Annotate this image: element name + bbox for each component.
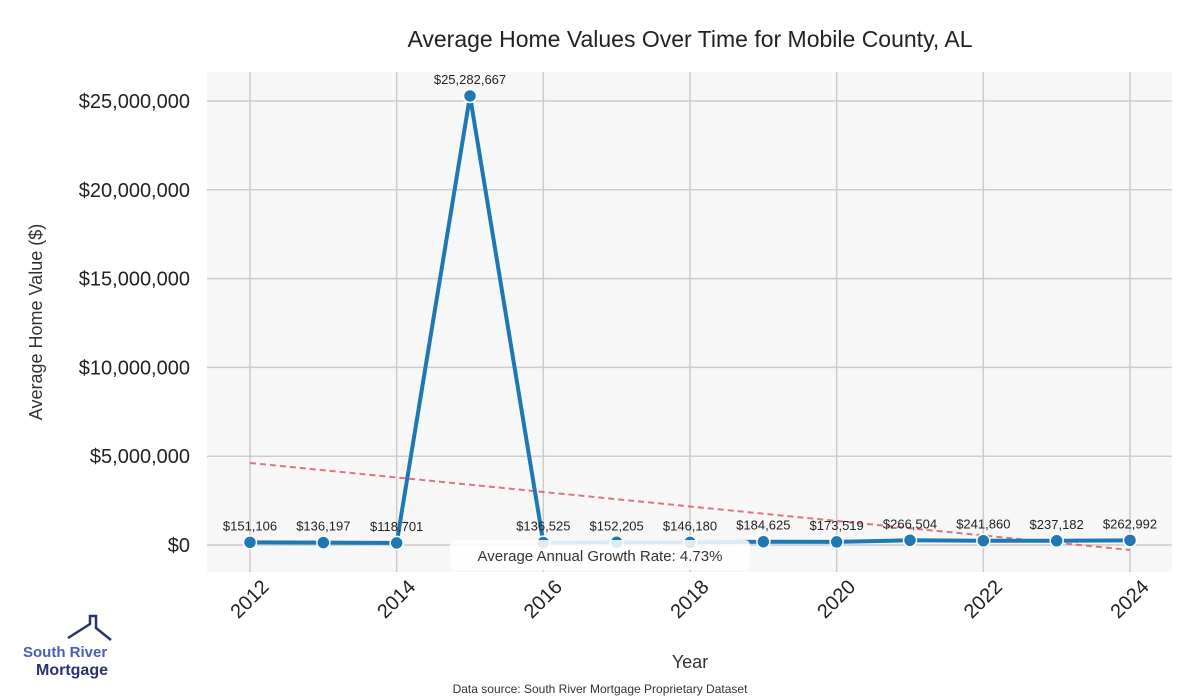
y-tick-label: $20,000,000 [79, 180, 190, 202]
growth-rate-annotation: Average Annual Growth Rate: 4.73% [450, 540, 750, 570]
logo-line2: Mortgage [36, 662, 108, 679]
data-point [1049, 533, 1064, 549]
data-label: $151,106 [223, 518, 277, 533]
x-tick-label: 2016 [520, 576, 567, 623]
data-label: $146,180 [663, 518, 717, 533]
x-tick-label: 2018 [667, 576, 714, 623]
data-label: $173,519 [810, 518, 864, 533]
data-label: $237,182 [1030, 517, 1084, 532]
data-label: $152,205 [590, 518, 644, 533]
data-point [829, 534, 844, 550]
data-label: $136,525 [516, 519, 570, 534]
chart-title: Average Home Values Over Time for Mobile… [407, 26, 972, 52]
data-label: $241,860 [956, 517, 1010, 532]
trend-line [249, 461, 1131, 551]
logo: South River Mortgage [23, 614, 112, 679]
annotation-text: Average Annual Growth Rate: 4.73% [478, 548, 723, 565]
data-label: $262,992 [1103, 516, 1157, 531]
y-axis-label: Average Home Value ($) [26, 224, 46, 420]
logo-line1: South River [23, 644, 107, 661]
y-tick-label: $15,000,000 [79, 269, 190, 291]
y-tick-label: $5,000,000 [90, 446, 190, 468]
data-point [242, 535, 258, 550]
data-point [902, 533, 918, 548]
data-point [976, 533, 991, 548]
data-label: $25,282,667 [434, 72, 506, 87]
data-label: $136,197 [296, 519, 350, 534]
house-icon [67, 614, 112, 641]
x-tick-label: 2014 [373, 576, 420, 623]
x-tick-label: 2022 [960, 576, 1007, 623]
x-tick-label: 2020 [813, 576, 860, 623]
data-source: Data source: South River Mortgage Propri… [453, 682, 748, 696]
data-label: $266,504 [883, 516, 937, 531]
x-tick-label: 2024 [1107, 576, 1154, 623]
data-point [756, 534, 771, 549]
data-label: $184,625 [736, 518, 790, 533]
data-point [1122, 533, 1138, 548]
y-tick-label: $10,000,000 [79, 357, 190, 379]
y-tick-label: $0 [168, 535, 190, 557]
data-point [389, 535, 404, 551]
x-tick-label: 2012 [227, 576, 274, 623]
data-point [462, 88, 478, 104]
data-label: $118,701 [370, 519, 423, 534]
data-point [316, 535, 331, 550]
y-tick-label: $25,000,000 [79, 91, 190, 113]
x-axis-label: Year [672, 652, 708, 672]
